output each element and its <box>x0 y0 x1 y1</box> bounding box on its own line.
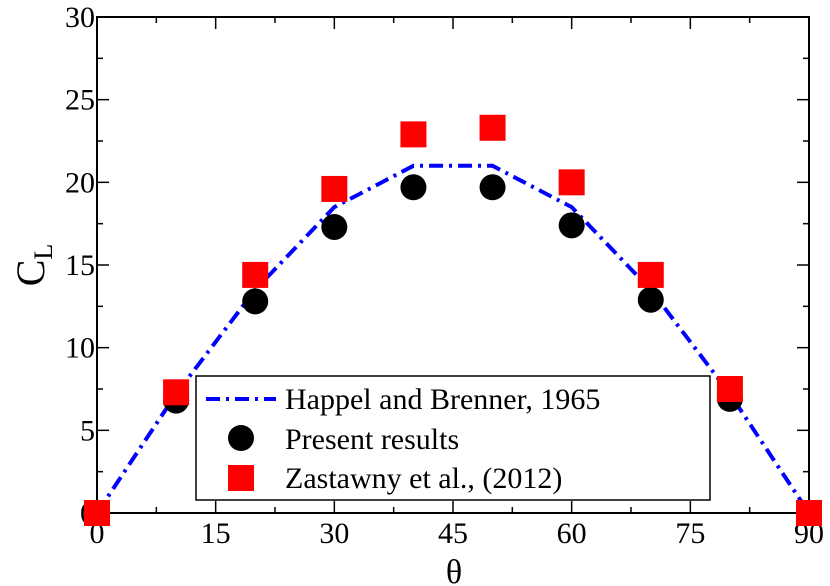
data-point-zastawny <box>84 500 110 526</box>
data-point-zastawny <box>558 169 585 196</box>
data-point-zastawny <box>400 121 427 148</box>
y-tick-label: 5 <box>80 414 95 447</box>
series-line-happel <box>95 163 811 515</box>
y-tick-label: 20 <box>65 166 95 199</box>
y-tick-label: 30 <box>65 1 95 34</box>
legend: Happel and Brenner, 1965 Present results… <box>195 375 711 501</box>
x-tick-label: 30 <box>319 517 349 550</box>
data-point-zastawny <box>637 261 664 288</box>
data-point-zastawny <box>716 376 743 402</box>
legend-label-present: Present results <box>285 423 459 456</box>
data-point-present <box>637 286 664 313</box>
x-tick-label: 45 <box>438 517 468 550</box>
y-axis-title-main: C <box>8 260 53 287</box>
data-point-present <box>242 288 269 315</box>
legend-box <box>195 375 711 501</box>
data-point-zastawny <box>321 175 348 202</box>
legend-swatch-present <box>228 425 254 451</box>
data-point-present <box>479 174 506 201</box>
y-tick-label: 10 <box>65 332 95 365</box>
data-point-present <box>558 212 585 239</box>
x-tick-label: 15 <box>201 517 231 550</box>
data-point-zastawny <box>796 500 822 526</box>
y-axis-title-subscript: L <box>29 244 58 260</box>
data-point-present <box>321 213 348 240</box>
svg-text:CL: CL <box>8 244 58 287</box>
data-point-zastawny <box>163 379 190 406</box>
y-tick-label: 15 <box>65 249 95 282</box>
y-axis-title: CL <box>8 244 58 287</box>
x-tick-label: 75 <box>675 517 705 550</box>
data-point-present <box>400 174 427 201</box>
x-axis-title: θ <box>446 554 462 586</box>
data-point-zastawny <box>242 261 269 288</box>
data-point-zastawny <box>479 114 506 141</box>
plot-series <box>84 114 822 526</box>
legend-label-happel: Happel and Brenner, 1965 <box>285 383 600 416</box>
x-tick-label: 60 <box>557 517 587 550</box>
legend-swatch-zastawny <box>228 465 254 491</box>
legend-label-zastawny: Zastawny et al., (2012) <box>285 462 562 495</box>
y-tick-label: 25 <box>65 84 95 117</box>
